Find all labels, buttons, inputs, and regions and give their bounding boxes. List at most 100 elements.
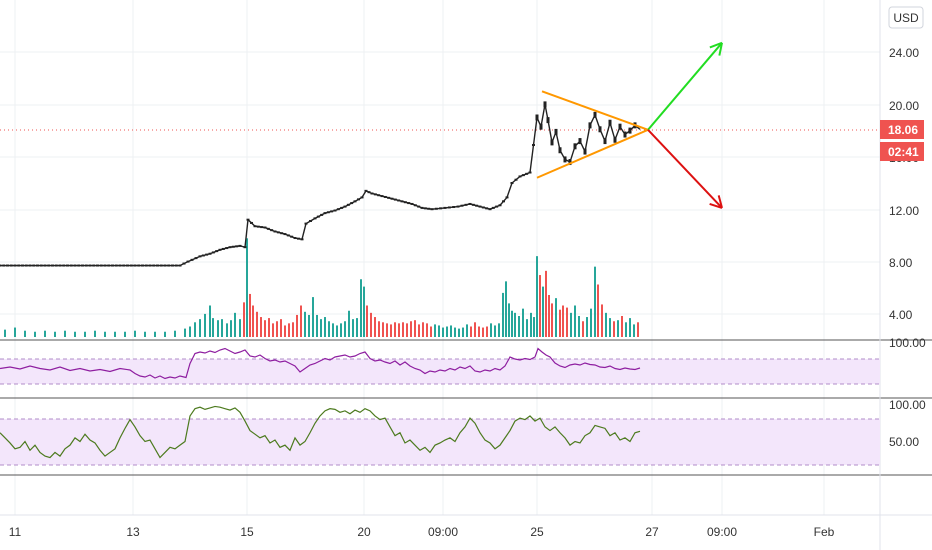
price-candle [58, 264, 62, 267]
stoch-axis-label: 50.00 [889, 435, 919, 449]
price-segment [301, 223, 307, 240]
price-segment [604, 122, 611, 142]
price-segment [519, 171, 531, 178]
price-candle [235, 245, 239, 248]
volume-bar [526, 319, 528, 337]
price-candle [320, 213, 324, 216]
stochastic-indicator [0, 405, 641, 459]
price-candle [81, 264, 84, 267]
volume-bar [234, 312, 236, 337]
price-candle [266, 227, 270, 230]
price-candle [28, 264, 32, 267]
price-candle [413, 204, 417, 207]
price-candle [521, 174, 525, 177]
volume-bar [344, 321, 346, 337]
volume-bar [466, 324, 468, 337]
volume-bar [312, 297, 314, 337]
volume-bar [64, 330, 66, 337]
volume-bar [394, 322, 396, 337]
volume-bar [189, 326, 191, 337]
price-candle [163, 264, 167, 267]
price-candle [326, 211, 330, 214]
price-candle [0, 264, 2, 267]
volume-bar [34, 331, 36, 337]
volume-bar [406, 323, 408, 337]
price-candle [246, 218, 250, 221]
volume-bar [601, 304, 603, 337]
price-candle [260, 226, 264, 229]
price-candle [107, 264, 111, 267]
volume-bar [470, 326, 472, 337]
price-segment [274, 230, 286, 235]
price-candle [623, 131, 627, 138]
volume-bar [268, 318, 270, 337]
price-candle [208, 252, 212, 255]
volume-bar [94, 330, 96, 337]
price-segment [457, 203, 471, 208]
price-candle [439, 207, 443, 210]
volume-bar [114, 331, 116, 337]
volume-bar [292, 322, 294, 337]
price-tick: 12.00 [889, 204, 919, 218]
volume-bar [490, 323, 492, 337]
volume-bar [402, 322, 404, 337]
price-candle [111, 264, 114, 267]
triangle-pattern [536, 41, 723, 209]
volume-bar [363, 286, 365, 337]
price-candle [304, 222, 308, 225]
volume-bar [617, 320, 619, 337]
breakout-down-arrow-head [709, 202, 723, 209]
price-candle [598, 126, 602, 133]
price-candle [367, 191, 371, 194]
currency-button[interactable] [888, 6, 924, 29]
volume-bar [328, 321, 330, 337]
volume-bar [256, 311, 258, 337]
price-candle [66, 264, 69, 267]
price-candle [481, 206, 485, 209]
price-candle [468, 202, 472, 205]
price-candle [221, 247, 225, 250]
price-segment [547, 119, 553, 143]
price-segment [199, 253, 211, 258]
price-segment [229, 245, 241, 248]
price-segment [506, 182, 513, 198]
price-candle [568, 159, 572, 166]
volume-bar [548, 295, 550, 337]
volume-bar [633, 324, 635, 337]
price-candle [84, 264, 88, 267]
volume-bar [511, 310, 513, 337]
volume-bar [212, 318, 214, 337]
price-candle [417, 205, 421, 208]
volume-bar [555, 298, 557, 337]
price-segment [381, 195, 393, 200]
price-candle [238, 244, 242, 247]
price-candle [336, 208, 340, 211]
price-candle [250, 221, 253, 224]
price-segment [244, 219, 249, 248]
volume-bar [74, 331, 76, 337]
volume-bar [566, 307, 568, 337]
price-candle [270, 229, 274, 232]
price-candle [36, 264, 39, 267]
volume-bar [629, 318, 631, 337]
price-candle [243, 246, 247, 249]
price-candle [407, 202, 411, 205]
price-candle [316, 215, 320, 218]
price-tick: 8.00 [889, 256, 913, 270]
price-candle [77, 264, 81, 267]
price-candle [276, 231, 280, 234]
volume-bar [199, 319, 201, 337]
price-candle [550, 139, 554, 146]
volume-bar [594, 266, 596, 337]
volume-bar [518, 316, 520, 337]
volume-bar [296, 314, 298, 337]
price-segment [334, 205, 346, 212]
last-price-label: 18.06 [888, 123, 918, 137]
volume-bar [426, 323, 428, 337]
price-candle [62, 264, 66, 267]
price-candle [51, 264, 54, 267]
volume-bar [414, 320, 416, 337]
price-candle [330, 210, 334, 213]
volume-bar [249, 293, 251, 337]
